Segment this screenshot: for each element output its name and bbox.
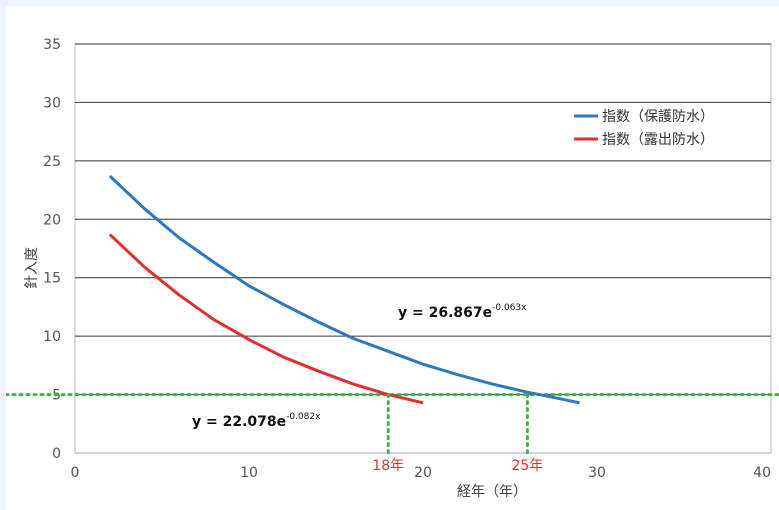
marker-layer: 25年 18年 <box>372 393 543 474</box>
plot-area-border <box>74 43 772 454</box>
y-axis-label: 針入度 <box>24 247 40 289</box>
x-tick-label: 20 <box>414 465 432 481</box>
series-line <box>108 174 580 405</box>
y-tick-label: 25 <box>43 154 61 170</box>
grid-layer <box>74 43 772 454</box>
y-tick-label: 20 <box>43 212 61 228</box>
x-axis-label: 経年（年） <box>457 484 527 500</box>
legend: 指数（保護防水） 指数（露出防水） <box>574 109 714 148</box>
legend-label-exposed: 指数（露出防水） <box>602 132 714 148</box>
intersection-year-label: 18年 <box>372 458 404 474</box>
y-tick-label: 35 <box>43 37 61 53</box>
x-tick-label: 10 <box>240 465 258 481</box>
equation-exposed: y = 22.078e-0.082x <box>192 412 321 430</box>
series-line <box>108 233 424 405</box>
legend-label-protected: 指数（保護防水） <box>602 109 714 125</box>
axis-layer: 05101520253035010203040 <box>43 37 771 481</box>
y-tick-label: 30 <box>43 95 61 111</box>
y-tick-label: 10 <box>43 329 61 345</box>
x-tick-label: 40 <box>753 465 771 481</box>
series-layer <box>108 174 580 405</box>
x-tick-label: 30 <box>588 465 606 481</box>
y-tick-label: 15 <box>43 271 61 287</box>
equation-protected: y = 26.867e-0.063x <box>398 303 527 321</box>
y-tick-label: 0 <box>52 446 61 462</box>
intersection-year-label: 25年 <box>511 458 543 474</box>
x-tick-label: 0 <box>71 465 80 481</box>
